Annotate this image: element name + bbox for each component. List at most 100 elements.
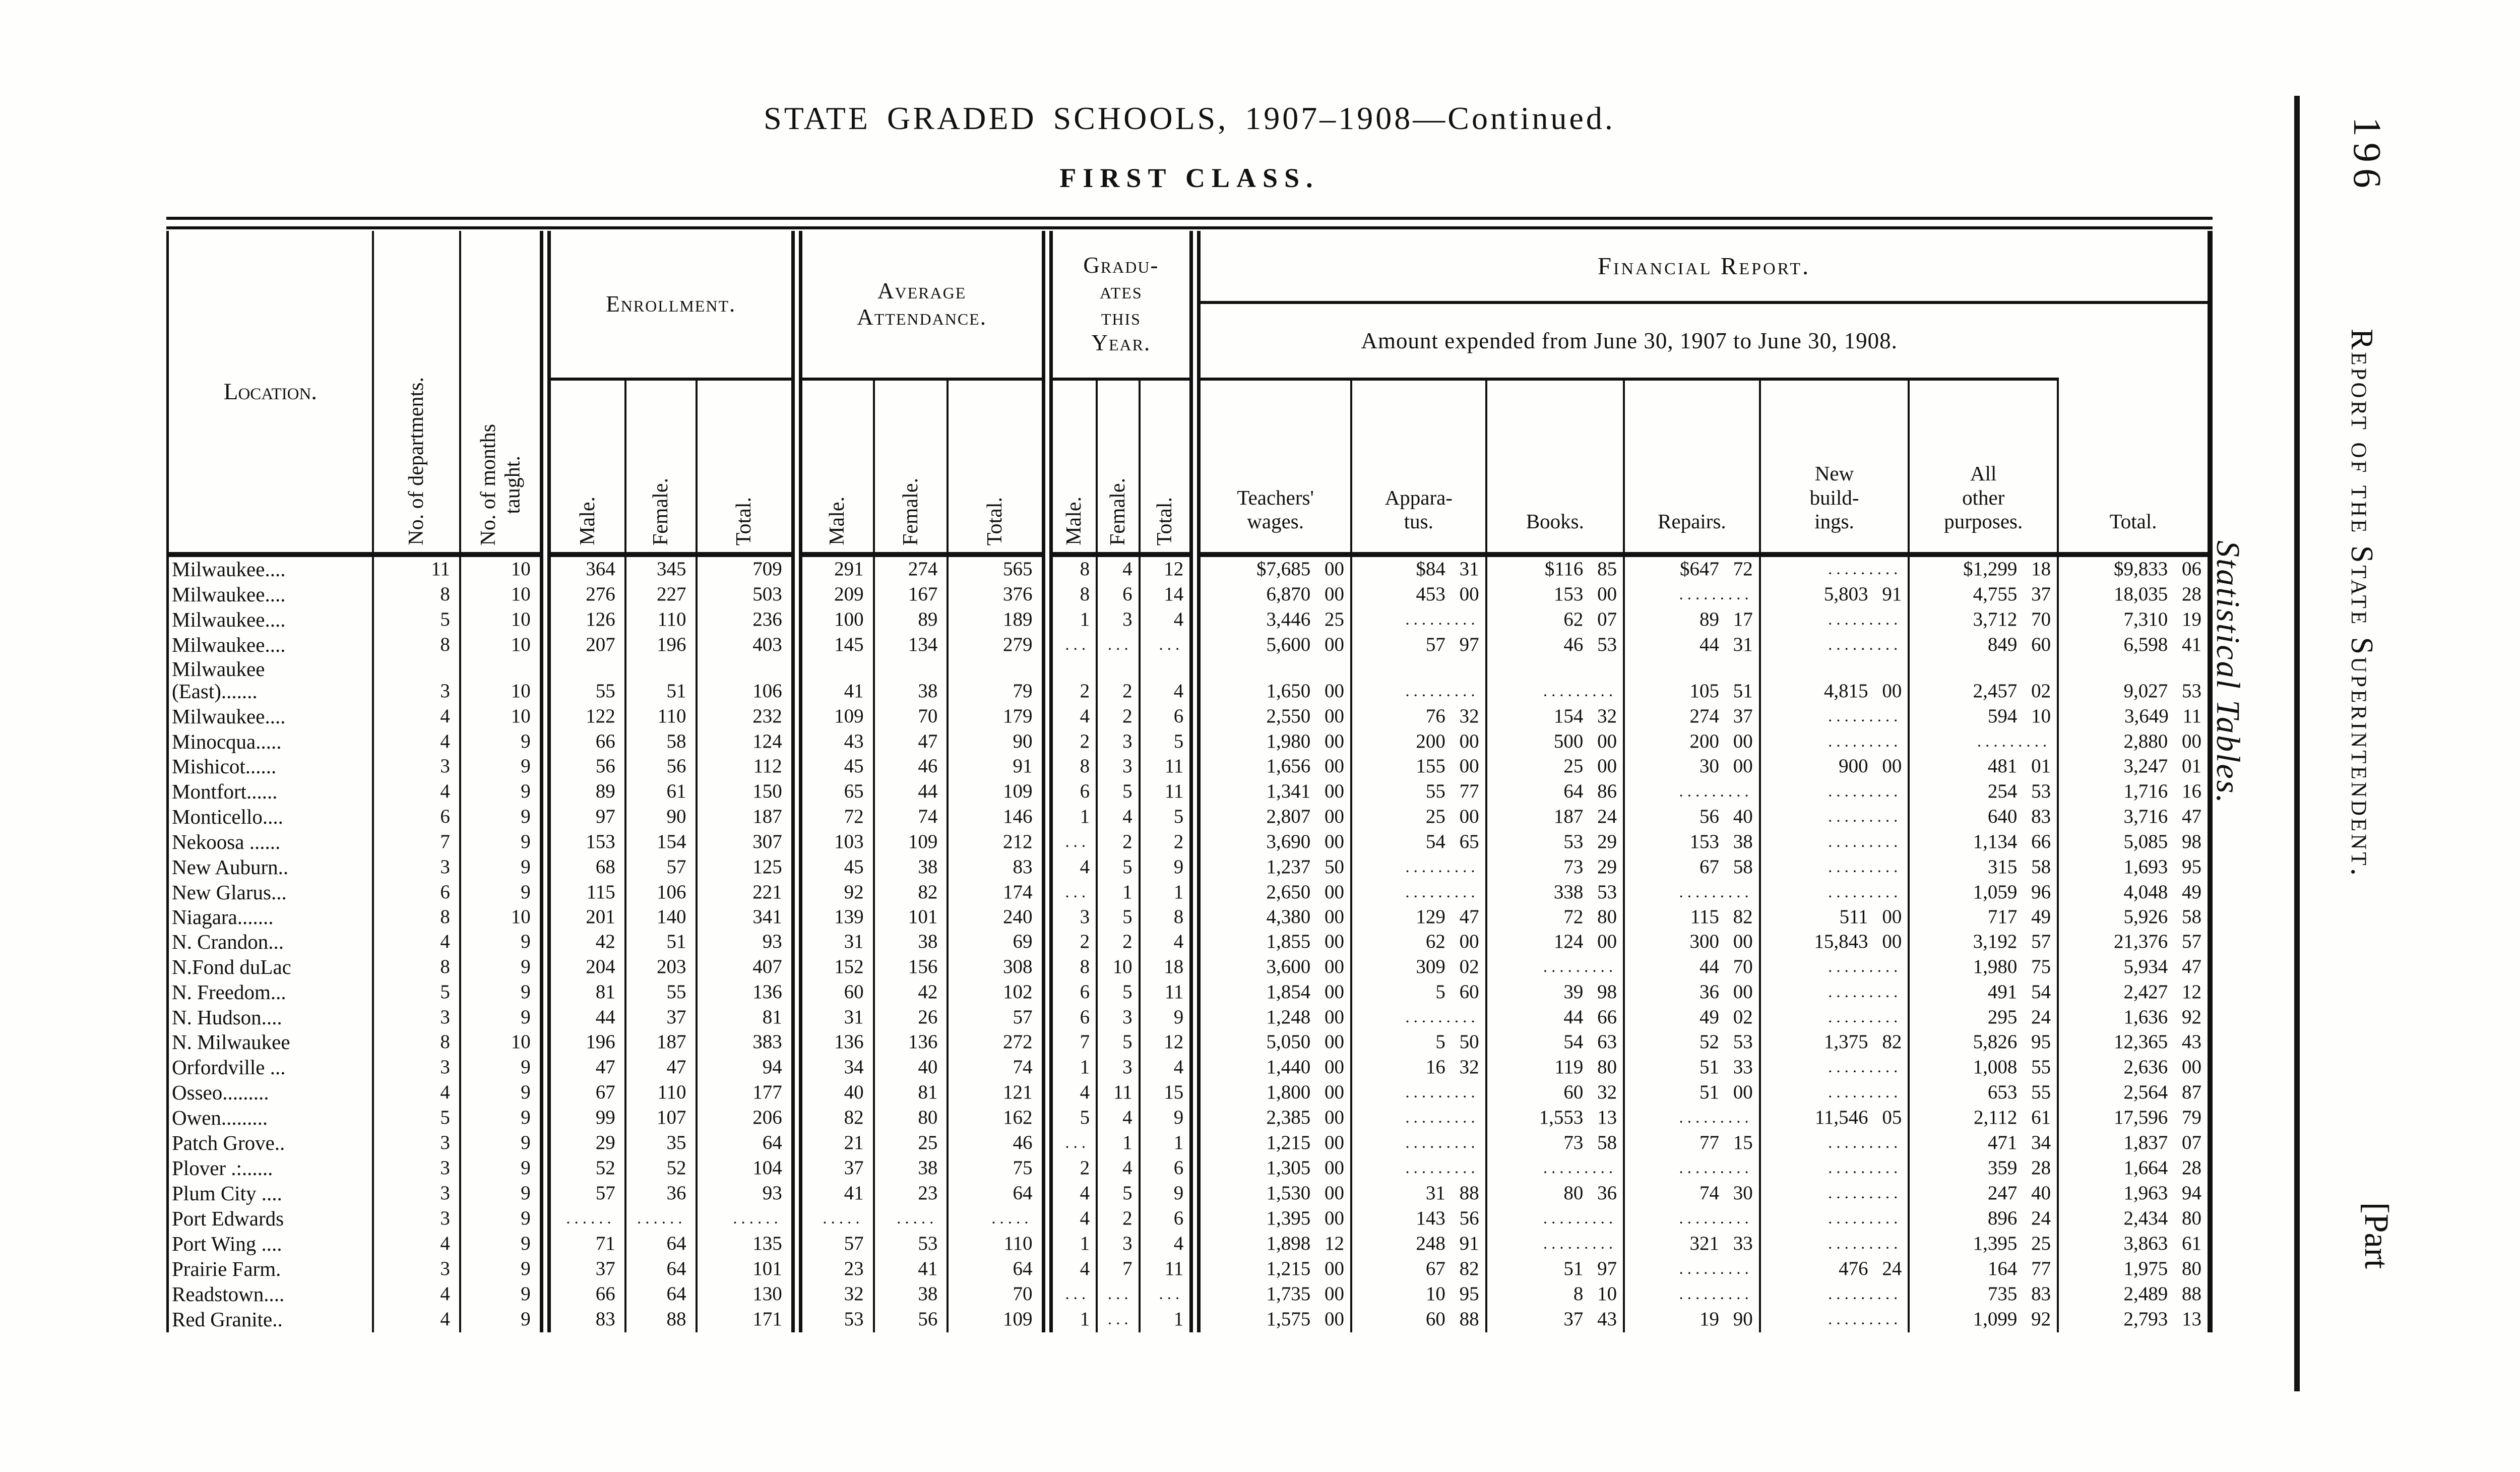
cell-attendance-male: 37 — [791, 1156, 874, 1181]
empty-cell-dots: ......... — [1679, 1159, 1753, 1177]
cell-graduates-total: 11 — [1138, 980, 1195, 1005]
cell-graduates-female: 4 — [1096, 1106, 1140, 1131]
cell-enrollment-female: 88 — [624, 1307, 697, 1332]
cell-new-buildings: 511 00 — [1758, 905, 1909, 930]
cell-graduates-total: 11 — [1138, 755, 1195, 779]
header-male-label: Male. — [826, 497, 849, 545]
cell-graduates-female: 7 — [1096, 1257, 1140, 1282]
cell-all-other-purposes: 5,826 95 — [1908, 1030, 2058, 1055]
cell-attendance-male: 145 — [791, 633, 874, 658]
cell-attendance-male: 31 — [791, 930, 874, 955]
cell-books: ......... — [1485, 658, 1624, 704]
cell-all-other-purposes: 491 54 — [1908, 980, 2058, 1005]
cell-graduates-female: ... — [1096, 1307, 1140, 1332]
cell-teachers-wages: 1,656 00 — [1189, 755, 1352, 779]
cell-enrollment-total: 307 — [695, 830, 797, 855]
cell-attendance-female: ..... — [872, 1206, 948, 1232]
cell-graduates-male: 2 — [1041, 658, 1097, 704]
cell-departments: 6 — [371, 805, 460, 830]
cell-apparatus: 155 00 — [1350, 755, 1486, 779]
cell-graduates-total: 4 — [1138, 1232, 1195, 1257]
cell-enrollment-male: 115 — [539, 880, 625, 905]
cell-all-other-purposes: 481 01 — [1908, 755, 2058, 779]
cell-total: 2,880 00 — [2057, 729, 2210, 755]
cell-attendance-female: 44 — [872, 779, 948, 805]
cell-departments: 5 — [371, 1106, 460, 1131]
empty-cell-dots: ......... — [1828, 610, 1902, 629]
cell-graduates-female: 5 — [1096, 779, 1140, 805]
cell-departments: 4 — [371, 704, 460, 729]
cell-enrollment-total: 125 — [695, 855, 797, 880]
cell-attendance-female: 82 — [872, 880, 948, 905]
cell-months: 10 — [459, 905, 545, 930]
table-row: New Auburn.. 3 9 68 57 125 45 38 83 4 5 9 1,237 50..… — [168, 855, 2210, 880]
cell-new-buildings: ......... — [1758, 805, 1909, 830]
cell-location: Readstown.... — [172, 1282, 285, 1306]
cell-repairs: ......... — [1623, 1106, 1760, 1131]
header-months-label: No. of months taught. — [476, 423, 524, 546]
table-row: Milwaukee.... 11 10 364 345 709 291 274 565 8 4 12 $… — [168, 555, 2210, 582]
cell-enrollment-total: 112 — [695, 755, 797, 779]
cell-graduates-male: 1 — [1041, 607, 1097, 633]
cell-new-buildings: ......... — [1758, 955, 1909, 980]
cell-graduates-male: 3 — [1041, 905, 1097, 930]
cell-graduates-female: 3 — [1096, 1005, 1140, 1030]
cell-total: 1,693 95 — [2057, 855, 2210, 880]
empty-cell-dots: ... — [1065, 883, 1090, 901]
cell-books: 46 53 — [1485, 633, 1624, 658]
cell-new-buildings: ......... — [1758, 855, 1909, 880]
cell-graduates-total: 2 — [1138, 830, 1195, 855]
empty-cell-dots: ......... — [1828, 1310, 1902, 1328]
cell-books: 37 43 — [1485, 1307, 1624, 1332]
cell-attendance-male: 45 — [791, 755, 874, 779]
cell-enrollment-total: 135 — [695, 1232, 797, 1257]
cell-months: 9 — [459, 1181, 545, 1206]
cell-all-other-purposes: 4,755 37 — [1908, 582, 2058, 607]
cell-all-other-purposes: 3,712 70 — [1908, 607, 2058, 633]
cell-total: 2,564 87 — [2057, 1080, 2210, 1106]
cell-graduates-total: 9 — [1138, 1181, 1195, 1206]
cell-apparatus: 5 50 — [1350, 1030, 1486, 1055]
cell-attendance-total: 75 — [947, 1156, 1047, 1181]
cell-departments: 3 — [371, 1257, 460, 1282]
cell-attendance-male: 45 — [791, 855, 874, 880]
cell-graduates-female: 5 — [1096, 1030, 1140, 1055]
cell-graduates-female: 1 — [1096, 880, 1140, 905]
empty-cell-dots: ......... — [1828, 833, 1902, 851]
cell-apparatus: 200 00 — [1350, 729, 1486, 755]
cell-enrollment-female: 203 — [624, 955, 697, 980]
cell-enrollment-female: 345 — [624, 555, 697, 582]
cell-teachers-wages: $7,685 00 — [1189, 555, 1352, 582]
cell-attendance-male: 43 — [791, 729, 874, 755]
cell-enrollment-female: 36 — [624, 1181, 697, 1206]
empty-cell-dots: ......... — [1679, 1285, 1753, 1303]
header-all-other-purposes: All other purposes. — [1908, 379, 2058, 555]
cell-location: Owen......... — [172, 1106, 268, 1129]
cell-months: 9 — [459, 1055, 545, 1080]
cell-months: 9 — [459, 755, 545, 779]
header-enrollment-label: Enrollment. — [606, 291, 736, 317]
cell-teachers-wages: 1,305 00 — [1189, 1156, 1352, 1181]
cell-all-other-purposes: 247 40 — [1908, 1181, 2058, 1206]
cell-attendance-female: 136 — [872, 1030, 948, 1055]
cell-enrollment-total: 206 — [695, 1106, 797, 1131]
cell-months: 10 — [459, 633, 545, 658]
cell-graduates-male: 8 — [1041, 582, 1097, 607]
cell-apparatus: 248 91 — [1350, 1232, 1486, 1257]
cell-books: 25 00 — [1485, 755, 1624, 779]
cell-attendance-female: 89 — [872, 607, 948, 633]
empty-cell-dots: ...... — [733, 1209, 782, 1228]
cell-attendance-female: 38 — [872, 658, 948, 704]
empty-cell-dots: ......... — [1405, 610, 1479, 629]
cell-apparatus: ......... — [1350, 1106, 1486, 1131]
cell-all-other-purposes: ......... — [1908, 729, 2058, 755]
cell-enrollment-female: 61 — [624, 779, 697, 805]
cell-departments: 3 — [371, 1181, 460, 1206]
cell-total: 2,636 00 — [2057, 1055, 2210, 1080]
cell-graduates-female: ... — [1096, 1282, 1140, 1307]
cell-total: 5,926 58 — [2057, 905, 2210, 930]
cell-teachers-wages: 1,650 00 — [1189, 658, 1352, 704]
cell-repairs: 200 00 — [1623, 729, 1760, 755]
empty-cell-dots: ......... — [1405, 1008, 1479, 1026]
cell-total: 1,837 07 — [2057, 1131, 2210, 1156]
